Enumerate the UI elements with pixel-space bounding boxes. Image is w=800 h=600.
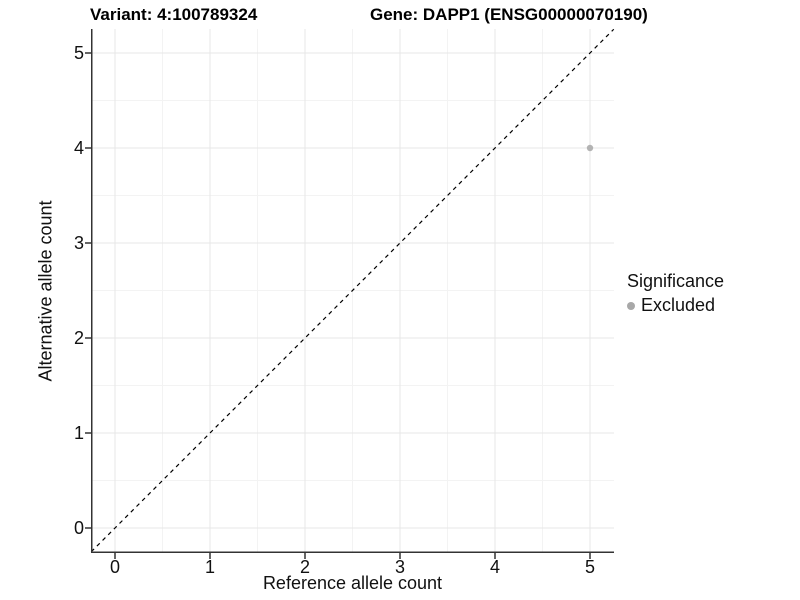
legend-item-excluded: Excluded	[627, 295, 724, 316]
x-tick-label: 2	[299, 557, 310, 577]
legend-item-label: Excluded	[641, 295, 716, 315]
y-tick-label: 1	[73, 423, 84, 443]
x-axis-title: Reference allele count	[262, 573, 443, 593]
x-tick-label: 5	[584, 557, 595, 577]
plot-canvas	[85, 28, 615, 559]
y-tick-label: 0	[73, 518, 84, 538]
plot-title-gene: Gene: DAPP1 (ENSG00000070190)	[370, 5, 648, 24]
y-tick-label: 2	[73, 328, 84, 348]
x-tick-label: 0	[109, 557, 120, 577]
y-tick-label: 3	[73, 233, 84, 253]
y-axis-title: Alternative allele count	[35, 200, 56, 382]
legend: Significance Excluded	[627, 271, 724, 316]
data-point	[586, 144, 594, 152]
legend-title: Significance	[627, 271, 725, 291]
x-tick-label: 4	[489, 557, 500, 577]
identity-line	[90, 28, 615, 553]
x-tick-label: 1	[204, 557, 215, 577]
x-tick-label: 3	[394, 557, 405, 577]
y-tick-label: 4	[73, 138, 84, 158]
plot-panel	[85, 28, 615, 559]
plot-title-variant: Variant: 4:100789324	[90, 5, 258, 24]
excluded-point-icon	[627, 301, 635, 310]
y-tick-label: 5	[73, 43, 84, 63]
